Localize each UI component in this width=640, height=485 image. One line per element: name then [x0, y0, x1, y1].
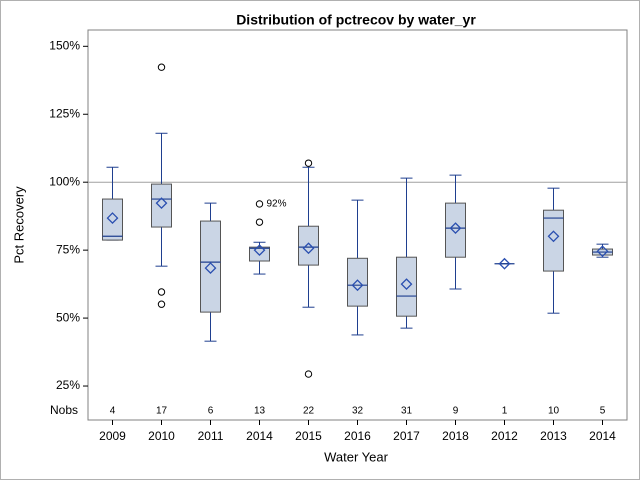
nobs-value: 13 — [254, 406, 266, 417]
mean-marker — [449, 222, 462, 235]
x-tick-label: 2015 — [295, 429, 322, 443]
x-tick-label: 2014 — [589, 429, 616, 443]
mean-marker — [498, 257, 511, 270]
y-tick-label: 125% — [49, 106, 80, 120]
outlier — [157, 288, 166, 296]
nobs-value: 6 — [208, 406, 214, 417]
mean-marker — [351, 279, 364, 292]
x-tick-label: 2011 — [198, 429, 224, 443]
nobs-value: 31 — [401, 406, 413, 417]
box — [200, 220, 221, 313]
mean-marker — [204, 262, 217, 274]
x-tick-label: 2013 — [540, 429, 567, 443]
box — [445, 202, 466, 258]
box — [151, 183, 172, 228]
y-tick-label: 100% — [49, 174, 80, 188]
mean-marker — [155, 197, 168, 210]
x-axis-label: Water Year — [324, 449, 389, 464]
box — [102, 198, 123, 241]
outlier — [304, 159, 313, 167]
outlier — [157, 63, 166, 71]
outlier — [304, 370, 313, 378]
outlier-label: 92% — [267, 199, 287, 210]
box — [396, 256, 417, 317]
nobs-value: 1 — [502, 406, 508, 417]
nobs-value: 5 — [600, 406, 606, 417]
mean-marker — [106, 212, 119, 224]
y-tick-label: 75% — [56, 242, 80, 256]
outlier — [255, 200, 264, 208]
mean-marker — [253, 244, 266, 257]
x-tick-label: 2018 — [442, 429, 469, 443]
x-tick-label: 2017 — [393, 429, 420, 443]
mean-marker — [596, 245, 609, 258]
nobs-value: 32 — [352, 406, 364, 417]
y-tick-label: 150% — [49, 38, 80, 52]
x-tick-label: 2012 — [491, 429, 518, 443]
chart-title: Distribution of pctrecov by water_yr — [236, 12, 476, 28]
x-tick-label: 2016 — [344, 429, 371, 443]
mean-marker — [547, 230, 560, 243]
box — [249, 246, 270, 262]
outlier — [157, 300, 166, 308]
nobs-value: 10 — [548, 406, 560, 417]
nobs-value: 17 — [156, 406, 168, 417]
nobs-value: 22 — [303, 406, 315, 417]
x-tick-label: 2010 — [148, 429, 175, 443]
outlier — [255, 218, 264, 226]
x-tick-label: 2014 — [246, 429, 273, 443]
y-tick-label: 25% — [56, 378, 80, 392]
x-tick-label: 2009 — [99, 429, 126, 443]
nobs-label: Nobs — [50, 403, 78, 417]
y-axis-label: Pct Recovery — [11, 186, 26, 264]
nobs-value: 9 — [453, 406, 459, 417]
box — [347, 257, 368, 307]
mean-marker — [302, 242, 315, 255]
box — [298, 225, 319, 266]
nobs-value: 4 — [110, 406, 116, 417]
mean-marker — [400, 278, 413, 291]
y-tick-label: 50% — [56, 310, 80, 324]
